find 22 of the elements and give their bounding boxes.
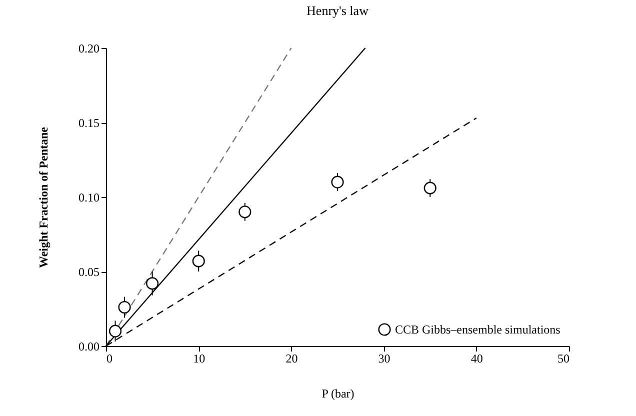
- x-tick-label: 30: [378, 352, 390, 366]
- point: [192, 254, 205, 268]
- y-tick-label: 0.05: [78, 265, 100, 279]
- x-axis-title: P (bar): [322, 386, 354, 400]
- x-tick-label: 40: [470, 352, 483, 366]
- point: [238, 206, 252, 218]
- point: [424, 182, 436, 194]
- y-tick-label: 0.15: [78, 116, 100, 130]
- point: [146, 277, 159, 290]
- y-tick-label: 0.00: [78, 340, 100, 354]
- x-tick-label: 0: [106, 352, 112, 366]
- text: Henry's law: [306, 3, 370, 18]
- x-tick-label: 50: [558, 352, 570, 366]
- x-tick-label: 10: [193, 352, 206, 366]
- y-tick-label: 0.20: [78, 42, 100, 56]
- legend-label: CCB Gibbs–ensemble simulations: [395, 322, 561, 336]
- point: [331, 176, 344, 188]
- y-axis-title: Weight Fraction of Pentane: [36, 126, 50, 268]
- point: [108, 324, 122, 338]
- y-tick-label: 0.10: [78, 190, 100, 204]
- x-tick-label: 20: [286, 352, 298, 366]
- point: [118, 300, 131, 314]
